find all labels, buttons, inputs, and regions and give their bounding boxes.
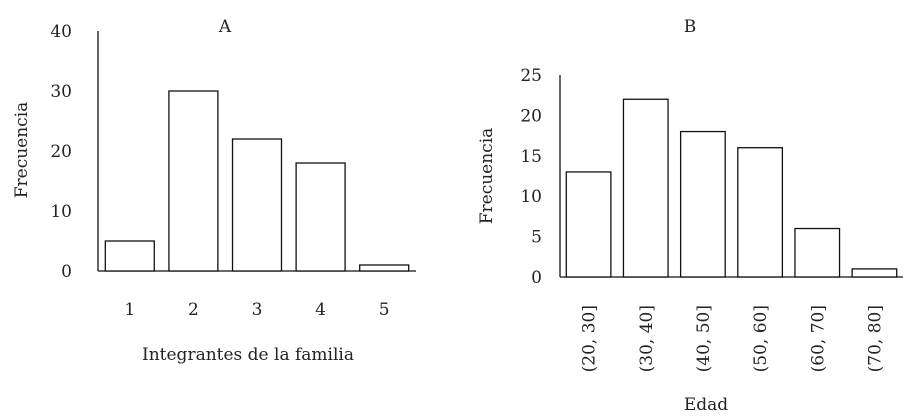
chart-a-y-tick-label: 10 (50, 202, 72, 222)
chart-a-x-tick-label: 1 (124, 300, 135, 320)
chart-b-y-tick-label: 25 (520, 66, 542, 86)
chart-b-x-tick-label: (40, 50] (694, 305, 714, 372)
chart-a-bar (359, 264, 410, 272)
chart-b-y-tick-label: 20 (520, 106, 542, 126)
chart-b-x-tick-label: (30, 40] (637, 305, 657, 372)
chart-b-ylabel: Frecuencia (477, 128, 497, 225)
chart-b-x-tick-label: (60, 70] (808, 305, 828, 372)
chart-b: B Frecuencia Edad 0 5 10 15 20 25 (20, 30] (30,… (477, 17, 903, 415)
chart-b-y-tick-label: 10 (520, 187, 542, 207)
chart-b-bar (851, 268, 898, 278)
chart-b-x-tick-label: (50, 60] (751, 305, 771, 372)
chart-a-title: A (218, 17, 232, 37)
chart-a-x-tick-label: 5 (379, 300, 390, 320)
chart-a-x-tick-label: 3 (252, 300, 263, 320)
chart-a-bar (295, 162, 346, 272)
chart-a-y-tick-label: 0 (61, 262, 72, 282)
chart-a-x-tick-label: 4 (315, 300, 326, 320)
chart-a-xlabel: Integrantes de la familia (142, 345, 354, 365)
chart-b-y-tick-label: 5 (531, 228, 542, 248)
chart-a-y-tick-label: 20 (50, 142, 72, 162)
chart-b-y-tick-label: 15 (520, 147, 542, 167)
chart-b-x-tick-label: (20, 30] (580, 305, 600, 372)
chart-b-bar (565, 171, 612, 278)
chart-a-bar (231, 138, 283, 272)
chart-b-title: B (684, 17, 697, 37)
chart-a-bar (168, 90, 219, 272)
chart-a-x-tick-label: 2 (188, 300, 199, 320)
chart-b-bar (679, 130, 726, 278)
chart-a-y-tick-label: 40 (50, 22, 72, 42)
chart-b-y-tick-label: 0 (531, 268, 542, 288)
chart-b-bar (622, 98, 669, 278)
chart-b-x-tick-label: (70, 80] (865, 305, 885, 372)
chart-b-xlabel: Edad (684, 395, 728, 415)
chart-a-y-tick-label: 30 (50, 82, 72, 102)
chart-a-ylabel: Frecuencia (12, 102, 32, 199)
chart-a-bar (104, 240, 155, 272)
chart-b-bar (737, 147, 784, 278)
chart-a: A Frecuencia Integrantes de la familia 0… (12, 17, 416, 365)
chart-b-bar (794, 227, 841, 278)
